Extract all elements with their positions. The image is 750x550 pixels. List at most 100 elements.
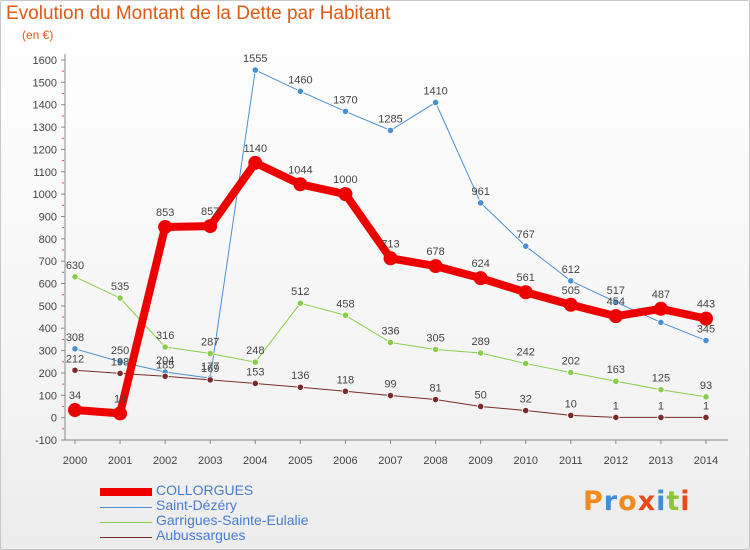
x-tick-label: 2004 [243,455,267,467]
data-point [71,273,79,281]
data-point [206,349,214,358]
data-label: 1460 [288,74,312,86]
data-label: 1 [613,400,619,412]
data-point [657,386,665,394]
data-point [657,318,665,327]
data-label: 961 [471,186,489,198]
data-point [161,343,169,351]
data-label: 242 [517,347,535,359]
data-point [296,299,304,307]
y-tick-label: 300 [39,346,57,358]
y-tick-label: 600 [39,279,57,291]
data-point [653,301,668,316]
logo-letter: r [603,486,619,517]
data-point [702,393,710,401]
data-label: 289 [471,336,489,348]
data-label: 308 [66,332,84,344]
data-point [428,259,443,274]
data-label: 454 [607,296,625,308]
data-point [612,413,620,422]
data-point [386,338,395,347]
data-point [293,177,308,192]
data-label: 19 [114,393,126,405]
data-label: 512 [291,286,309,298]
data-label: 1410 [423,85,447,97]
data-label: 1285 [378,113,402,125]
x-tick-label: 2006 [333,455,357,467]
data-point [522,406,530,415]
data-point [341,107,350,116]
data-point [608,309,623,324]
data-point [68,403,82,418]
data-point [473,271,488,286]
data-point [702,336,710,345]
logo-letter: o [618,486,638,517]
legend-label: Garrigues-Sainte-Eulalie [156,512,309,528]
data-label: 50 [475,389,487,401]
y-tick-label: -100 [35,435,57,447]
data-label: 487 [652,289,670,301]
data-point [161,372,169,380]
data-label: 678 [426,246,444,258]
x-tick-label: 2013 [649,455,673,467]
data-label: 853 [156,207,174,219]
data-label: 153 [246,366,264,378]
y-tick-label: 1200 [33,144,57,156]
y-tick-label: 1500 [33,77,57,89]
data-point [386,126,395,135]
x-tick-label: 2009 [468,455,492,467]
data-point [518,285,533,300]
legend-label: Saint-Dézéry [156,497,237,513]
unit-label: (en €) [22,28,54,42]
data-point [71,366,79,374]
data-point [431,345,440,354]
data-label: 250 [111,345,129,357]
x-tick-label: 2001 [108,455,132,467]
data-label: 535 [111,281,129,293]
y-tick-label: 1300 [33,122,57,134]
data-label: 202 [562,355,580,367]
data-label: 713 [381,238,399,250]
y-tick-label: 500 [39,301,57,313]
data-label: 305 [426,332,444,344]
data-label: 118 [337,374,355,386]
y-tick-label: 400 [39,323,57,335]
data-label: 624 [471,258,489,270]
data-point [251,66,259,74]
data-label: 99 [384,379,396,391]
data-label: 248 [246,345,264,357]
data-label: 505 [562,285,580,297]
data-label: 1370 [333,94,357,106]
data-label: 204 [156,355,174,367]
logo-letter: i [656,486,667,517]
legend-swatch [100,488,152,496]
data-point [477,199,485,207]
x-tick-label: 2010 [513,455,537,467]
logo-letter: P [583,486,604,517]
data-label: 287 [201,336,219,348]
y-tick-label: 1000 [33,189,57,201]
data-label: 177 [201,361,219,373]
data-label: 336 [381,326,399,338]
y-tick-label: 200 [39,368,57,380]
data-point [612,298,620,306]
data-point [522,359,530,368]
logo-letter: i [680,486,691,517]
data-point [158,219,173,234]
data-label: 345 [697,324,715,336]
data-label: 169 [201,363,219,375]
data-point [612,377,620,385]
data-label: 81 [429,383,441,395]
data-label: 93 [700,380,712,392]
data-label: 1 [703,400,709,412]
data-label: 517 [607,285,625,297]
data-point [251,358,259,366]
data-point [522,242,530,250]
legend-swatch [100,507,152,508]
data-point [477,349,485,357]
legend-item: Aubussargues [100,527,400,545]
data-label: 163 [607,364,625,376]
logo-letter: x [637,486,657,517]
data-label: 1000 [333,174,357,186]
data-point [477,402,485,411]
